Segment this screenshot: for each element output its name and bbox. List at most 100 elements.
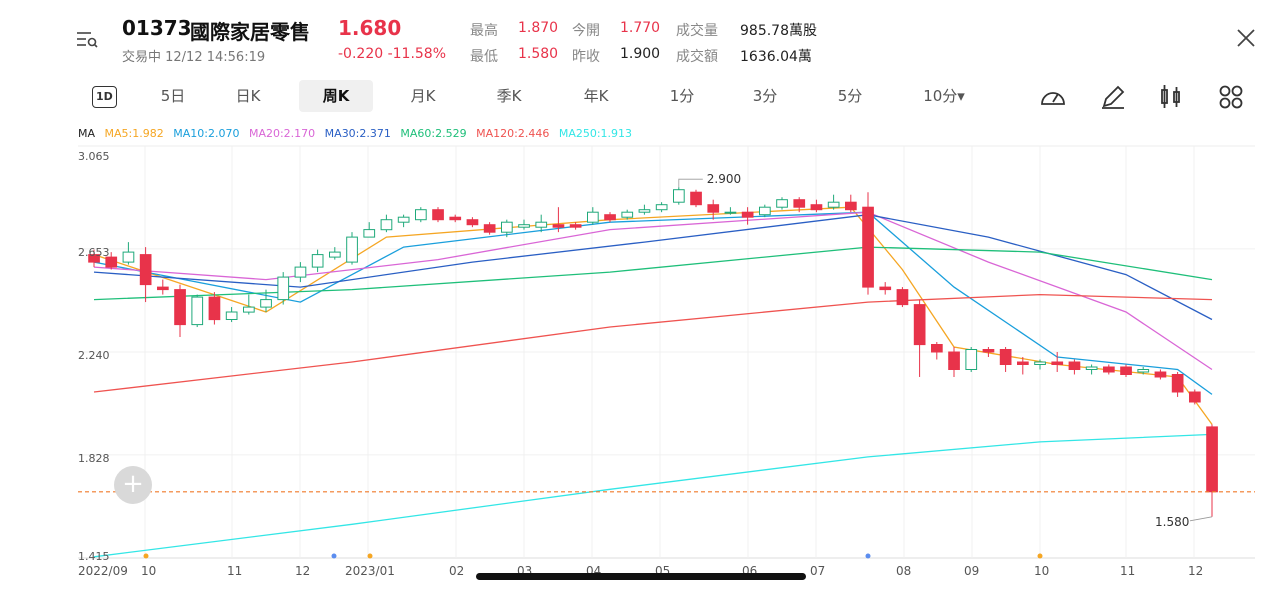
grid-icon[interactable] <box>1216 82 1246 112</box>
candle-icon[interactable] <box>1156 82 1186 112</box>
y-tick-label: 1.828 <box>78 452 110 465</box>
event-marker <box>367 553 373 559</box>
ma5-legend: MA5:1.982 <box>104 127 164 140</box>
max-pointer <box>678 178 703 188</box>
candle-body <box>1206 426 1218 493</box>
tab-5min[interactable]: 5分 <box>837 87 863 105</box>
y-tick-label: 2.240 <box>78 349 110 362</box>
candle-body <box>1171 374 1184 393</box>
gauge-icon[interactable] <box>1038 82 1068 112</box>
candle-body <box>294 266 307 278</box>
candle-body <box>1120 366 1132 375</box>
candle-body <box>707 204 720 213</box>
tab-monthly-k[interactable]: 月K <box>410 87 436 105</box>
ma250-legend: MA250:1.913 <box>558 127 633 140</box>
stat-value-volume: 985.78萬股 <box>740 23 817 39</box>
candle-body <box>363 229 376 238</box>
stat-label-open: 今開 <box>572 23 600 39</box>
stat-value-turnover: 1636.04萬 <box>740 49 812 65</box>
candle-body <box>604 214 616 221</box>
ma20-line <box>93 211 1213 371</box>
tab-quarterly-k[interactable]: 季K <box>496 87 522 105</box>
candle-body <box>157 286 169 291</box>
ma30-legend: MA30:2.371 <box>324 127 391 140</box>
x-tick-label: 09 <box>964 564 980 578</box>
candle-body <box>174 289 186 326</box>
x-tick-label: 10 <box>1034 564 1050 578</box>
candle-body <box>1051 361 1064 365</box>
ma60-legend: MA60:2.529 <box>400 127 467 140</box>
candle-body <box>122 251 135 263</box>
tab-1min[interactable]: 1分 <box>669 87 695 105</box>
candle-body <box>380 219 393 231</box>
ma-legend-title: MA <box>78 127 96 140</box>
candle-body <box>329 251 341 258</box>
plus-icon[interactable]: + <box>114 466 152 504</box>
y-tick-label: 3.065 <box>78 150 110 163</box>
candle-body <box>415 209 427 221</box>
ma-legend[interactable]: MA MA5:1.982 MA10:2.070 MA20:2.170 MA30:… <box>78 127 638 140</box>
candle-body <box>277 276 290 301</box>
ma30-line <box>93 214 1213 321</box>
stat-label-turnover: 成交額 <box>676 49 718 65</box>
candle-body <box>827 201 840 208</box>
price-change: -0.220 -11.58% <box>338 46 447 62</box>
candle-body <box>845 201 857 211</box>
tab-1d[interactable]: 1D <box>92 86 117 108</box>
candle-body <box>759 206 771 216</box>
x-tick-label: 2022/09 <box>78 564 128 578</box>
candle-body <box>501 221 513 233</box>
candle-body <box>105 256 118 268</box>
stat-label-prev-close: 昨收 <box>572 49 600 65</box>
x-tick-label: 07 <box>810 564 826 578</box>
ma60-line <box>93 246 1213 301</box>
close-icon[interactable] <box>1234 26 1258 50</box>
x-tick-label: 11 <box>227 564 243 578</box>
stat-label-low: 最低 <box>470 49 498 65</box>
event-marker <box>865 553 871 559</box>
candle-body <box>724 211 737 214</box>
stat-value-prev-close: 1.900 <box>620 46 661 62</box>
trade-status: 交易中 12/12 14:56:19 <box>122 50 266 65</box>
x-tick-label: 11 <box>1120 564 1136 578</box>
x-tick-label: 12 <box>1188 564 1204 578</box>
ma10-legend: MA10:2.070 <box>173 127 240 140</box>
y-tick-label: 2.653 <box>78 246 110 259</box>
candle-body <box>225 311 238 320</box>
min-pointer <box>1189 516 1213 522</box>
candle-body <box>518 224 530 228</box>
current-price: 1.680 <box>338 16 402 40</box>
ma5-line <box>93 206 1213 425</box>
candle-body <box>690 191 702 206</box>
candle-body <box>432 209 444 221</box>
home-indicator <box>476 573 806 580</box>
candle-body <box>88 254 100 263</box>
x-tick-label: 2023/01 <box>345 564 395 578</box>
candle-body <box>862 206 874 288</box>
candle-body <box>776 199 788 208</box>
candle-body <box>896 289 909 306</box>
candle-body <box>311 254 324 268</box>
tab-weekly-k[interactable]: 周K <box>299 80 373 112</box>
menu-search-icon[interactable] <box>76 28 98 50</box>
ma120-line <box>93 293 1213 393</box>
tab-3min[interactable]: 3分 <box>752 87 778 105</box>
candle-body <box>569 224 582 228</box>
candle-body <box>1154 371 1167 378</box>
tab-yearly-k[interactable]: 年K <box>583 87 609 105</box>
tab-5day[interactable]: 5日 <box>160 87 186 105</box>
event-marker <box>331 553 337 559</box>
candle-body <box>397 216 410 223</box>
stock-code: 01373 <box>122 16 192 40</box>
candle-body <box>466 219 479 226</box>
ma120-legend: MA120:2.446 <box>476 127 550 140</box>
pen-icon[interactable] <box>1098 82 1128 112</box>
candle-body <box>741 211 754 218</box>
candle-body <box>346 236 358 263</box>
stat-value-open: 1.770 <box>620 20 661 36</box>
ma20-legend: MA20:2.170 <box>248 127 316 140</box>
tab-10min-dropdown[interactable]: 10分▾ <box>923 87 965 105</box>
candle-body <box>879 286 892 291</box>
tab-daily-k[interactable]: 日K <box>235 87 261 105</box>
